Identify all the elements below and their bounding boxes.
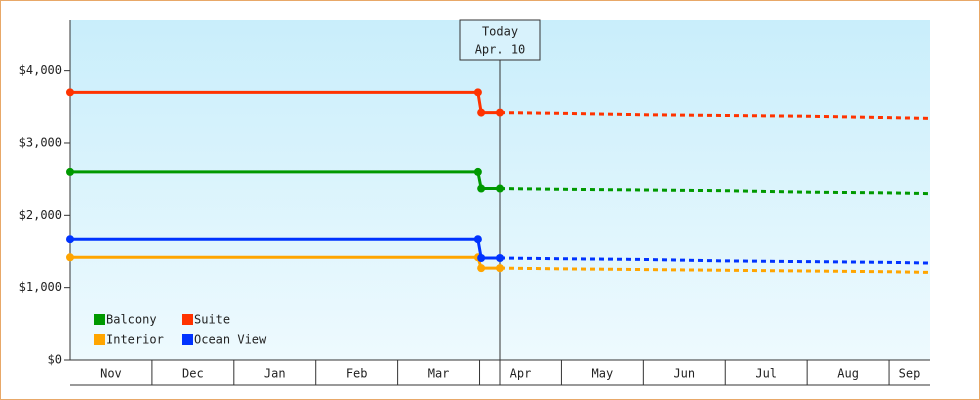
series-line (70, 237, 500, 260)
y-tick-label: $4,000 (19, 63, 62, 77)
series-line (70, 90, 500, 115)
point (496, 254, 504, 262)
point (66, 88, 74, 97)
legend-swatch (182, 334, 193, 345)
point (496, 264, 504, 273)
x-tick-label: Mar (428, 367, 450, 381)
legend-swatch (94, 334, 105, 345)
x-tick-label: Nov (100, 367, 122, 381)
forecast-line (499, 111, 931, 120)
forecast-line (499, 187, 931, 196)
today-box (459, 19, 541, 61)
point (477, 254, 486, 262)
point (473, 167, 482, 176)
point (66, 253, 74, 262)
point (477, 264, 486, 273)
legend-label: Interior (106, 333, 164, 347)
y-tick-label: $2,000 (19, 208, 62, 222)
legend-label: Ocean View (194, 333, 267, 347)
y-tick-label: $1,000 (19, 280, 62, 294)
point (473, 88, 482, 97)
point (496, 108, 504, 117)
today-label: Apr. 10 (475, 43, 526, 57)
legend-label: Suite (194, 313, 230, 327)
y-tick-label: $3,000 (19, 135, 62, 149)
x-tick-label: Jan (264, 367, 286, 381)
series-line (70, 255, 500, 270)
x-tick-label: Jun (673, 367, 695, 381)
legend-label: Balcony (106, 313, 157, 327)
point (477, 184, 486, 193)
x-tick-label: Jul (755, 367, 777, 381)
point (496, 184, 504, 193)
series-line (70, 170, 500, 191)
point (66, 235, 74, 244)
forecast-line (499, 256, 931, 265)
x-tick-label: Sep (899, 367, 921, 381)
point (473, 235, 482, 244)
x-tick-label: Dec (182, 367, 204, 381)
x-tick-label: Feb (346, 367, 368, 381)
x-tick-label: May (592, 367, 614, 381)
today-label: Today (482, 25, 518, 39)
legend-swatch (94, 314, 105, 325)
y-tick-label: $0 (48, 353, 62, 367)
point (477, 108, 486, 117)
point (66, 167, 74, 176)
x-tick-label: Aug (837, 367, 859, 381)
legend-swatch (182, 314, 193, 325)
forecast-line (499, 266, 931, 274)
x-tick-label: Apr (510, 367, 532, 381)
